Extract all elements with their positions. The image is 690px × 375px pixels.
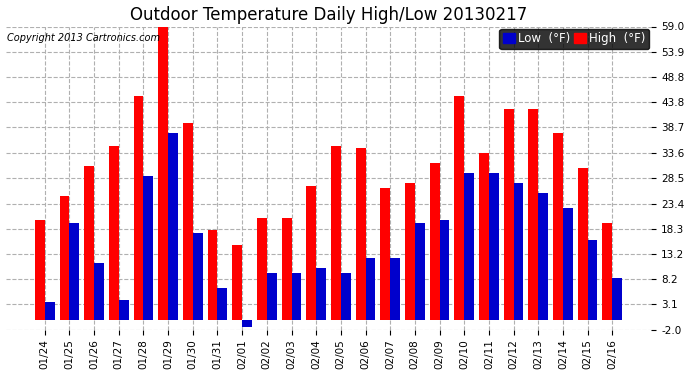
Title: Outdoor Temperature Daily High/Low 20130217: Outdoor Temperature Daily High/Low 20130… <box>130 6 527 24</box>
Bar <box>430 163 440 320</box>
Bar <box>134 96 144 320</box>
Bar <box>35 220 45 320</box>
Bar <box>588 240 598 320</box>
Text: Copyright 2013 Cartronics.com: Copyright 2013 Cartronics.com <box>7 33 160 43</box>
Bar <box>578 168 588 320</box>
Bar <box>464 173 474 320</box>
Bar <box>415 223 425 320</box>
Bar <box>612 278 622 320</box>
Bar <box>341 273 351 320</box>
Bar <box>454 96 464 320</box>
Bar <box>193 233 203 320</box>
Bar <box>366 258 375 320</box>
Bar <box>119 300 128 320</box>
Bar <box>233 245 242 320</box>
Legend: Low  (°F), High  (°F): Low (°F), High (°F) <box>499 29 649 49</box>
Bar <box>553 134 563 320</box>
Bar <box>489 173 499 320</box>
Bar <box>208 230 217 320</box>
Bar <box>183 123 193 320</box>
Bar <box>355 148 366 320</box>
Bar <box>306 186 316 320</box>
Bar <box>602 223 612 320</box>
Bar <box>479 153 489 320</box>
Bar <box>94 263 104 320</box>
Bar <box>440 220 449 320</box>
Bar <box>168 134 178 320</box>
Bar <box>282 218 291 320</box>
Bar <box>144 176 153 320</box>
Bar <box>45 303 55 320</box>
Bar <box>59 196 70 320</box>
Bar <box>331 146 341 320</box>
Bar <box>380 188 390 320</box>
Bar <box>538 193 548 320</box>
Bar <box>513 183 524 320</box>
Bar <box>257 218 267 320</box>
Bar <box>563 208 573 320</box>
Bar <box>504 108 513 320</box>
Bar <box>529 108 538 320</box>
Bar <box>242 320 252 327</box>
Bar <box>267 273 277 320</box>
Bar <box>84 166 94 320</box>
Bar <box>109 146 119 320</box>
Bar <box>405 183 415 320</box>
Bar <box>70 223 79 320</box>
Bar <box>217 288 228 320</box>
Bar <box>158 27 168 320</box>
Bar <box>291 273 302 320</box>
Bar <box>316 268 326 320</box>
Bar <box>390 258 400 320</box>
